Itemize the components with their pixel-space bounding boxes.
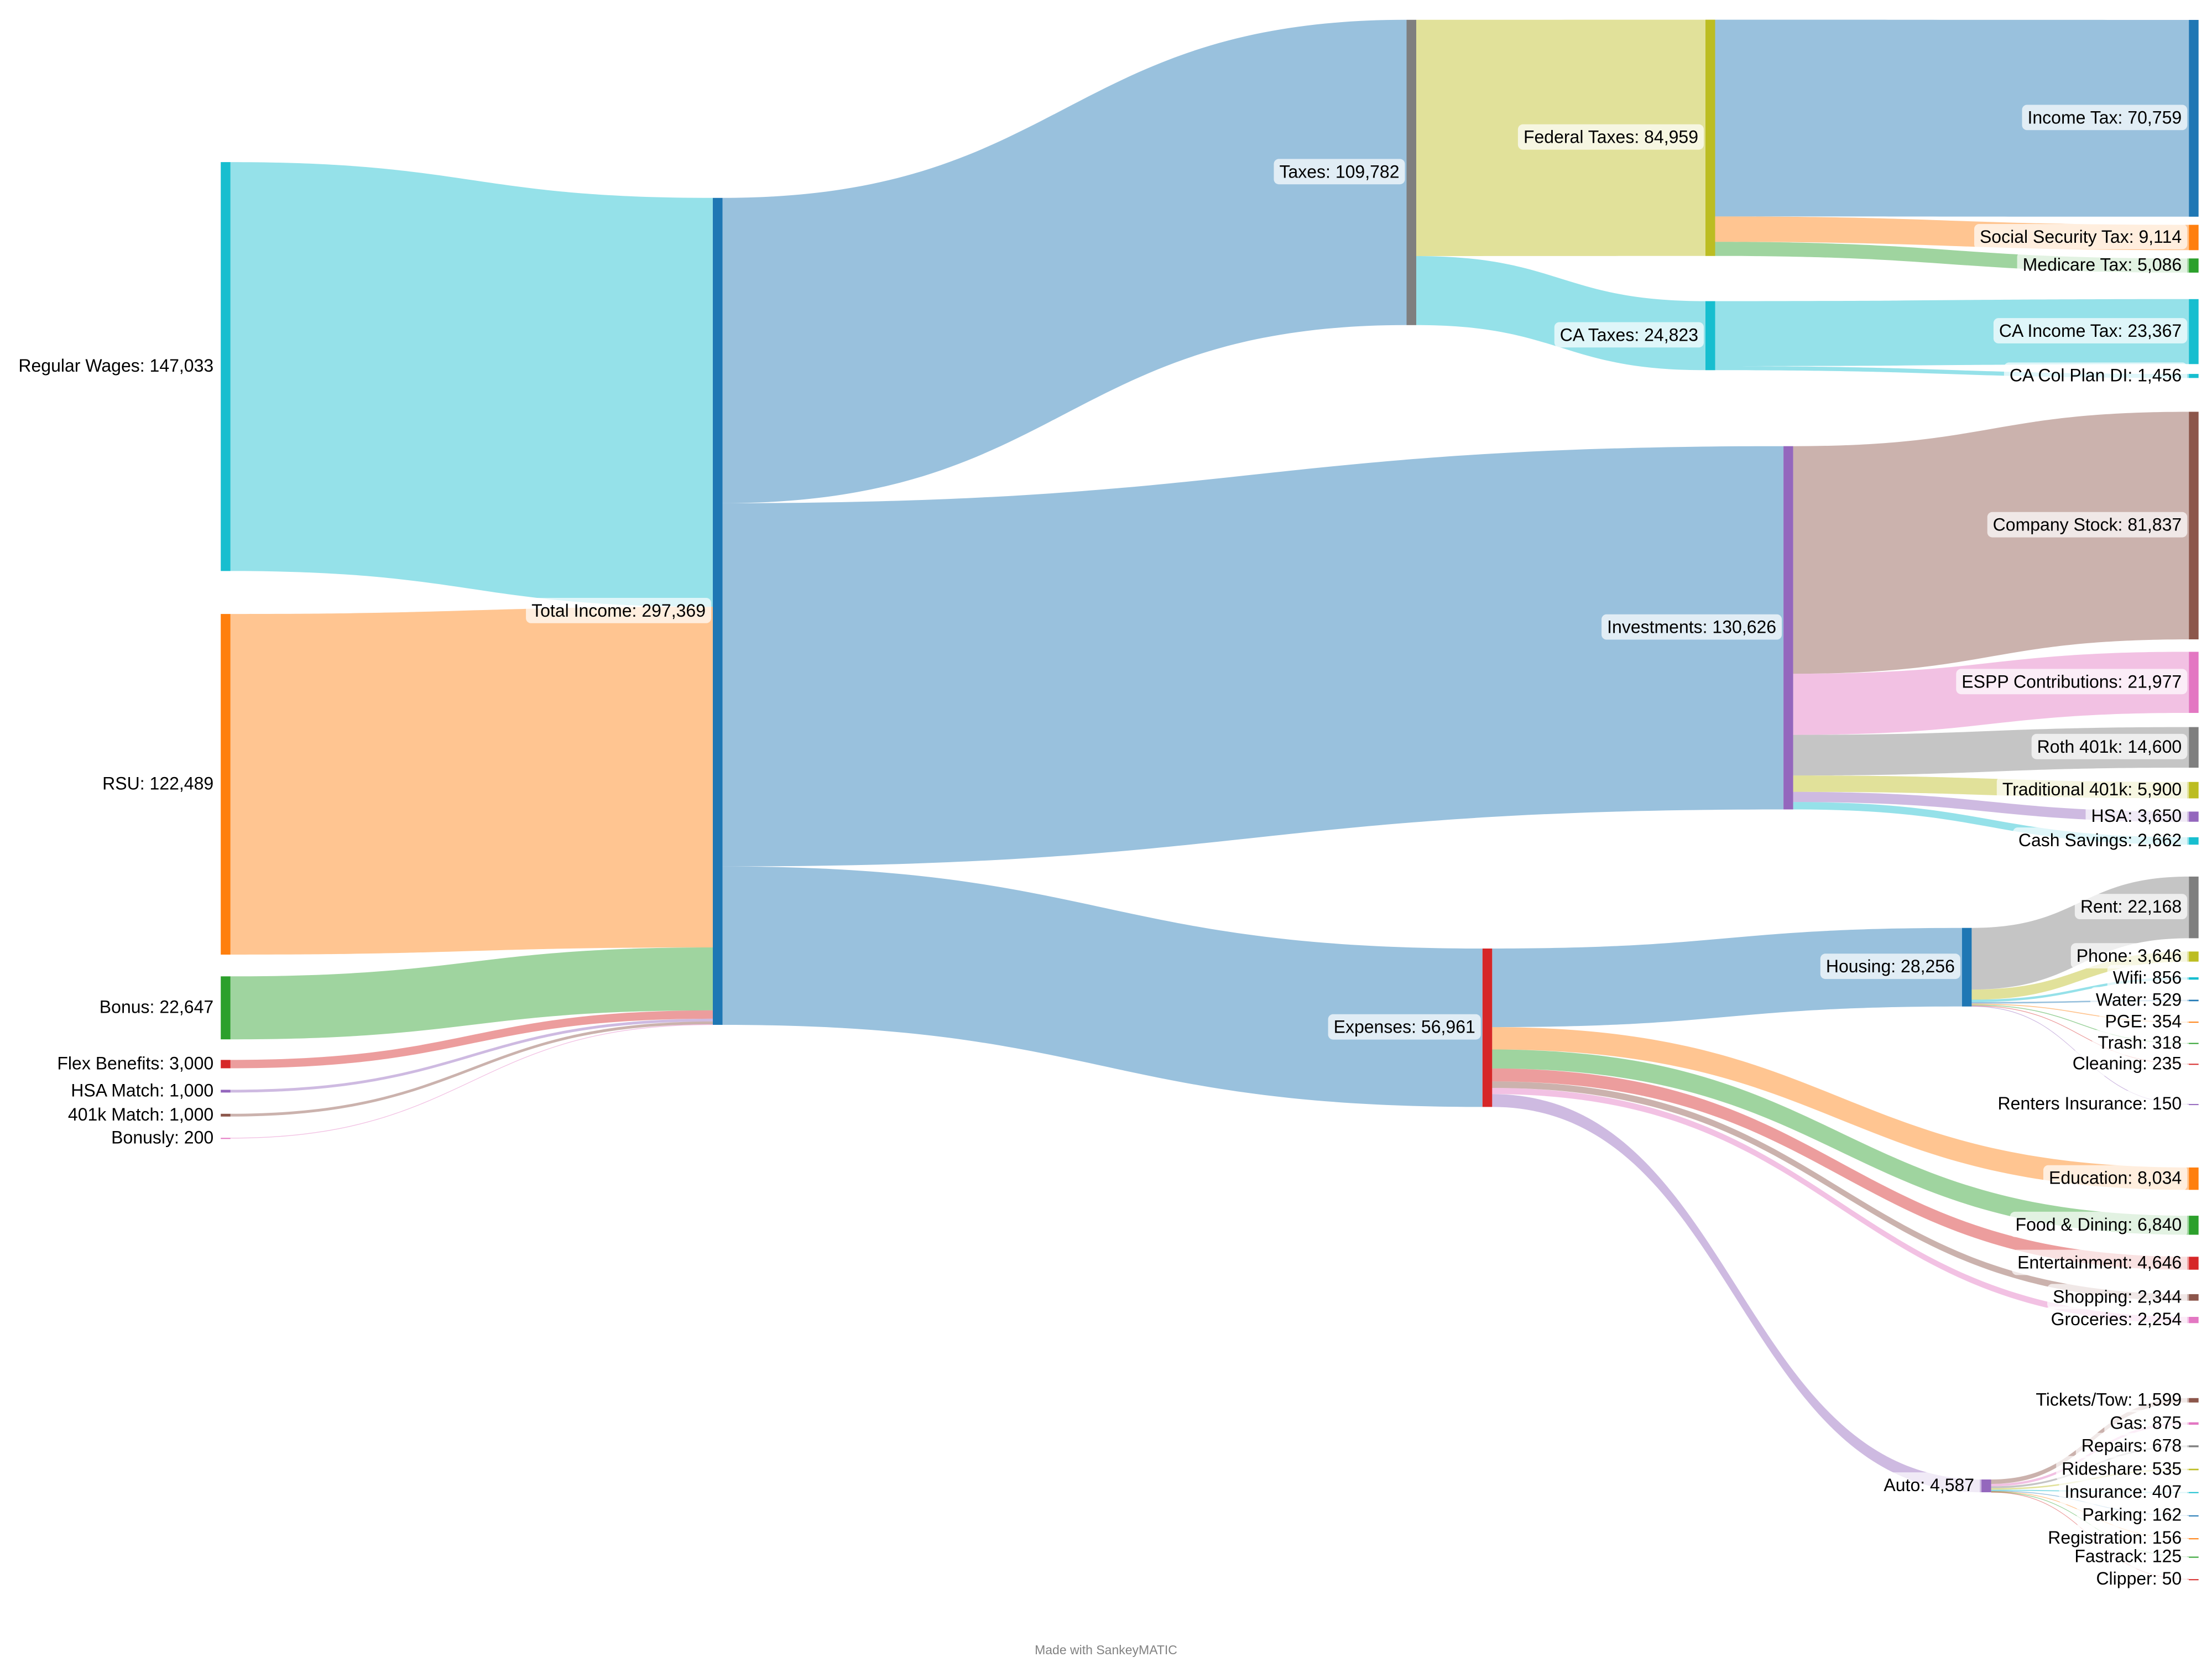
svg-text:CA Taxes: 24,823: CA Taxes: 24,823 — [1560, 325, 1698, 345]
svg-text:Trash: 318: Trash: 318 — [2098, 1033, 2182, 1053]
svg-text:Bonus: 22,647: Bonus: 22,647 — [100, 997, 213, 1017]
svg-text:Groceries: 2,254: Groceries: 2,254 — [2051, 1309, 2182, 1329]
svg-text:Federal Taxes: 84,959: Federal Taxes: 84,959 — [1524, 127, 1698, 147]
svg-text:HSA: 3,650: HSA: 3,650 — [2091, 806, 2182, 826]
svg-text:Cleaning: 235: Cleaning: 235 — [2073, 1053, 2182, 1073]
svg-text:Gas: 875: Gas: 875 — [2110, 1413, 2182, 1432]
svg-text:Fastrack: 125: Fastrack: 125 — [2074, 1546, 2182, 1566]
svg-text:Housing: 28,256: Housing: 28,256 — [1826, 956, 1955, 976]
svg-text:Company Stock: 81,837: Company Stock: 81,837 — [1993, 515, 2182, 535]
svg-text:Repairs: 678: Repairs: 678 — [2081, 1436, 2182, 1456]
svg-text:CA Col Plan DI: 1,456: CA Col Plan DI: 1,456 — [2010, 365, 2182, 385]
svg-text:Taxes: 109,782: Taxes: 109,782 — [1279, 161, 1399, 181]
svg-text:Auto: 4,587: Auto: 4,587 — [1884, 1475, 1974, 1495]
svg-text:Food & Dining: 6,840: Food & Dining: 6,840 — [2016, 1215, 2182, 1234]
svg-text:Roth 401k: 14,600: Roth 401k: 14,600 — [2037, 737, 2182, 757]
svg-text:Traditional 401k: 5,900: Traditional 401k: 5,900 — [2002, 779, 2182, 799]
svg-text:Parking: 162: Parking: 162 — [2083, 1505, 2182, 1525]
svg-text:Expenses: 56,961: Expenses: 56,961 — [1334, 1017, 1475, 1037]
svg-text:Phone: 3,646: Phone: 3,646 — [2077, 946, 2182, 966]
svg-text:Clipper: 50: Clipper: 50 — [2096, 1569, 2182, 1588]
svg-text:PGE: 354: PGE: 354 — [2105, 1012, 2182, 1031]
svg-text:Social Security Tax: 9,114: Social Security Tax: 9,114 — [1980, 227, 2182, 247]
svg-text:Flex Benefits: 3,000: Flex Benefits: 3,000 — [57, 1053, 213, 1073]
svg-text:Rent: 22,168: Rent: 22,168 — [2080, 897, 2182, 916]
svg-text:Income Tax: 70,759: Income Tax: 70,759 — [2027, 107, 2182, 127]
svg-text:CA Income Tax: 23,367: CA Income Tax: 23,367 — [1999, 321, 2182, 341]
svg-text:Wifi: 856: Wifi: 856 — [2113, 968, 2182, 988]
svg-text:Bonusly: 200: Bonusly: 200 — [111, 1127, 213, 1147]
svg-text:Medicare Tax: 5,086: Medicare Tax: 5,086 — [2023, 255, 2182, 275]
svg-text:Shopping: 2,344: Shopping: 2,344 — [2053, 1286, 2182, 1306]
svg-text:Tickets/Tow: 1,599: Tickets/Tow: 1,599 — [2036, 1389, 2182, 1409]
svg-text:Entertainment: 4,646: Entertainment: 4,646 — [2017, 1253, 2182, 1273]
svg-text:Insurance: 407: Insurance: 407 — [2064, 1482, 2182, 1502]
svg-text:Rideshare: 535: Rideshare: 535 — [2062, 1458, 2182, 1478]
svg-text:RSU: 122,489: RSU: 122,489 — [102, 774, 213, 794]
svg-text:401k Match: 1,000: 401k Match: 1,000 — [68, 1104, 213, 1124]
svg-text:Renters Insurance: 150: Renters Insurance: 150 — [1998, 1093, 2182, 1113]
svg-text:Registration: 156: Registration: 156 — [2048, 1528, 2182, 1548]
svg-text:HSA Match: 1,000: HSA Match: 1,000 — [71, 1080, 213, 1100]
svg-text:Total Income: 297,369: Total Income: 297,369 — [531, 601, 706, 621]
svg-text:Cash Savings: 2,662: Cash Savings: 2,662 — [2018, 830, 2182, 850]
svg-text:ESPP Contributions: 21,977: ESPP Contributions: 21,977 — [1961, 671, 2182, 691]
svg-text:Water: 529: Water: 529 — [2096, 989, 2182, 1009]
svg-text:Education: 8,034: Education: 8,034 — [2049, 1168, 2182, 1188]
svg-text:Made with SankeyMATIC: Made with SankeyMATIC — [1035, 1643, 1177, 1657]
svg-text:Regular Wages: 147,033: Regular Wages: 147,033 — [18, 356, 213, 376]
svg-text:Investments: 130,626: Investments: 130,626 — [1607, 617, 1776, 637]
